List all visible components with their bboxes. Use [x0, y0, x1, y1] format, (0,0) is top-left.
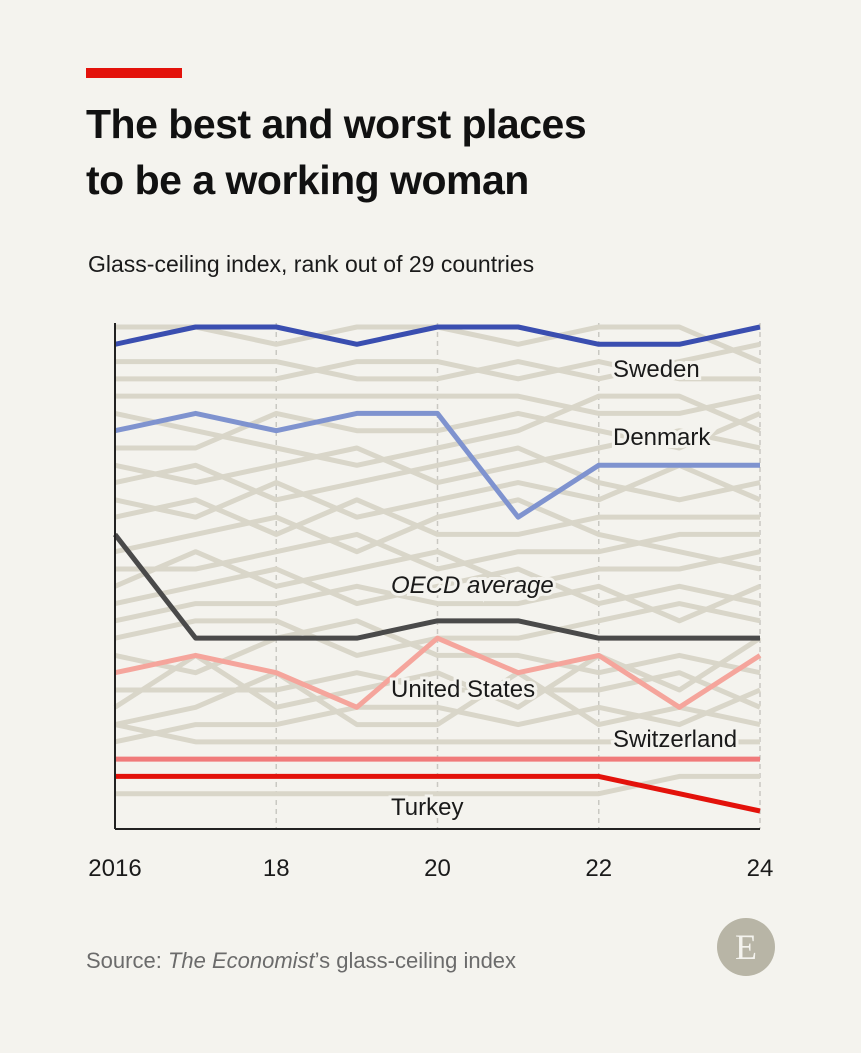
country-line: [115, 410, 761, 451]
country-line: [114, 497, 761, 572]
country-line: [115, 359, 760, 382]
source-suffix: ’s glass-ceiling index: [314, 948, 517, 973]
x-tick-label: 2016: [88, 855, 141, 882]
accent-bar: [86, 68, 182, 78]
country-line: [113, 636, 762, 710]
x-tick-label: 24: [747, 855, 774, 882]
country-line: [114, 462, 761, 520]
series-line-united-states: [114, 635, 762, 710]
series-line-denmark: [114, 410, 760, 520]
source-title: The Economist: [167, 948, 315, 973]
source-prefix: Source:: [86, 948, 168, 973]
series-label-denmark: Denmark: [613, 424, 711, 451]
title-line-2: to be a working woman: [86, 157, 529, 203]
country-line: [114, 445, 761, 503]
country-line: [114, 670, 761, 728]
country-line: [115, 773, 760, 797]
country-line: [114, 497, 760, 537]
x-tick-label: 22: [585, 855, 612, 882]
title-line-1: The best and worst places: [86, 101, 587, 147]
series-label-sweden: Sweden: [613, 356, 700, 383]
x-tick-label: 18: [263, 855, 290, 882]
series-label-oecd-average: OECD average: [391, 572, 554, 599]
series-label-united-states: United States: [391, 676, 535, 703]
country-line: [115, 393, 761, 416]
series-label-turkey: Turkey: [391, 794, 463, 821]
country-line: [115, 341, 761, 382]
country-line: [114, 687, 761, 745]
country-line: [114, 566, 761, 607]
country-line: [114, 549, 761, 589]
x-tick-label: 20: [424, 855, 451, 882]
chart-subtitle: Glass-ceiling index, rank out of 29 coun…: [88, 251, 535, 277]
chart-title: The best and worst places to be a workin…: [86, 96, 786, 208]
series-line-oecd-average: [113, 532, 760, 641]
series-line-sweden: [114, 324, 761, 347]
economist-logo: E: [717, 918, 775, 976]
source-note: Source: The Economist’s glass-ceiling in…: [86, 948, 516, 974]
country-line: [114, 722, 760, 745]
series-label-switzerland: Switzerland: [613, 726, 737, 753]
series-line-turkey: [115, 773, 761, 814]
